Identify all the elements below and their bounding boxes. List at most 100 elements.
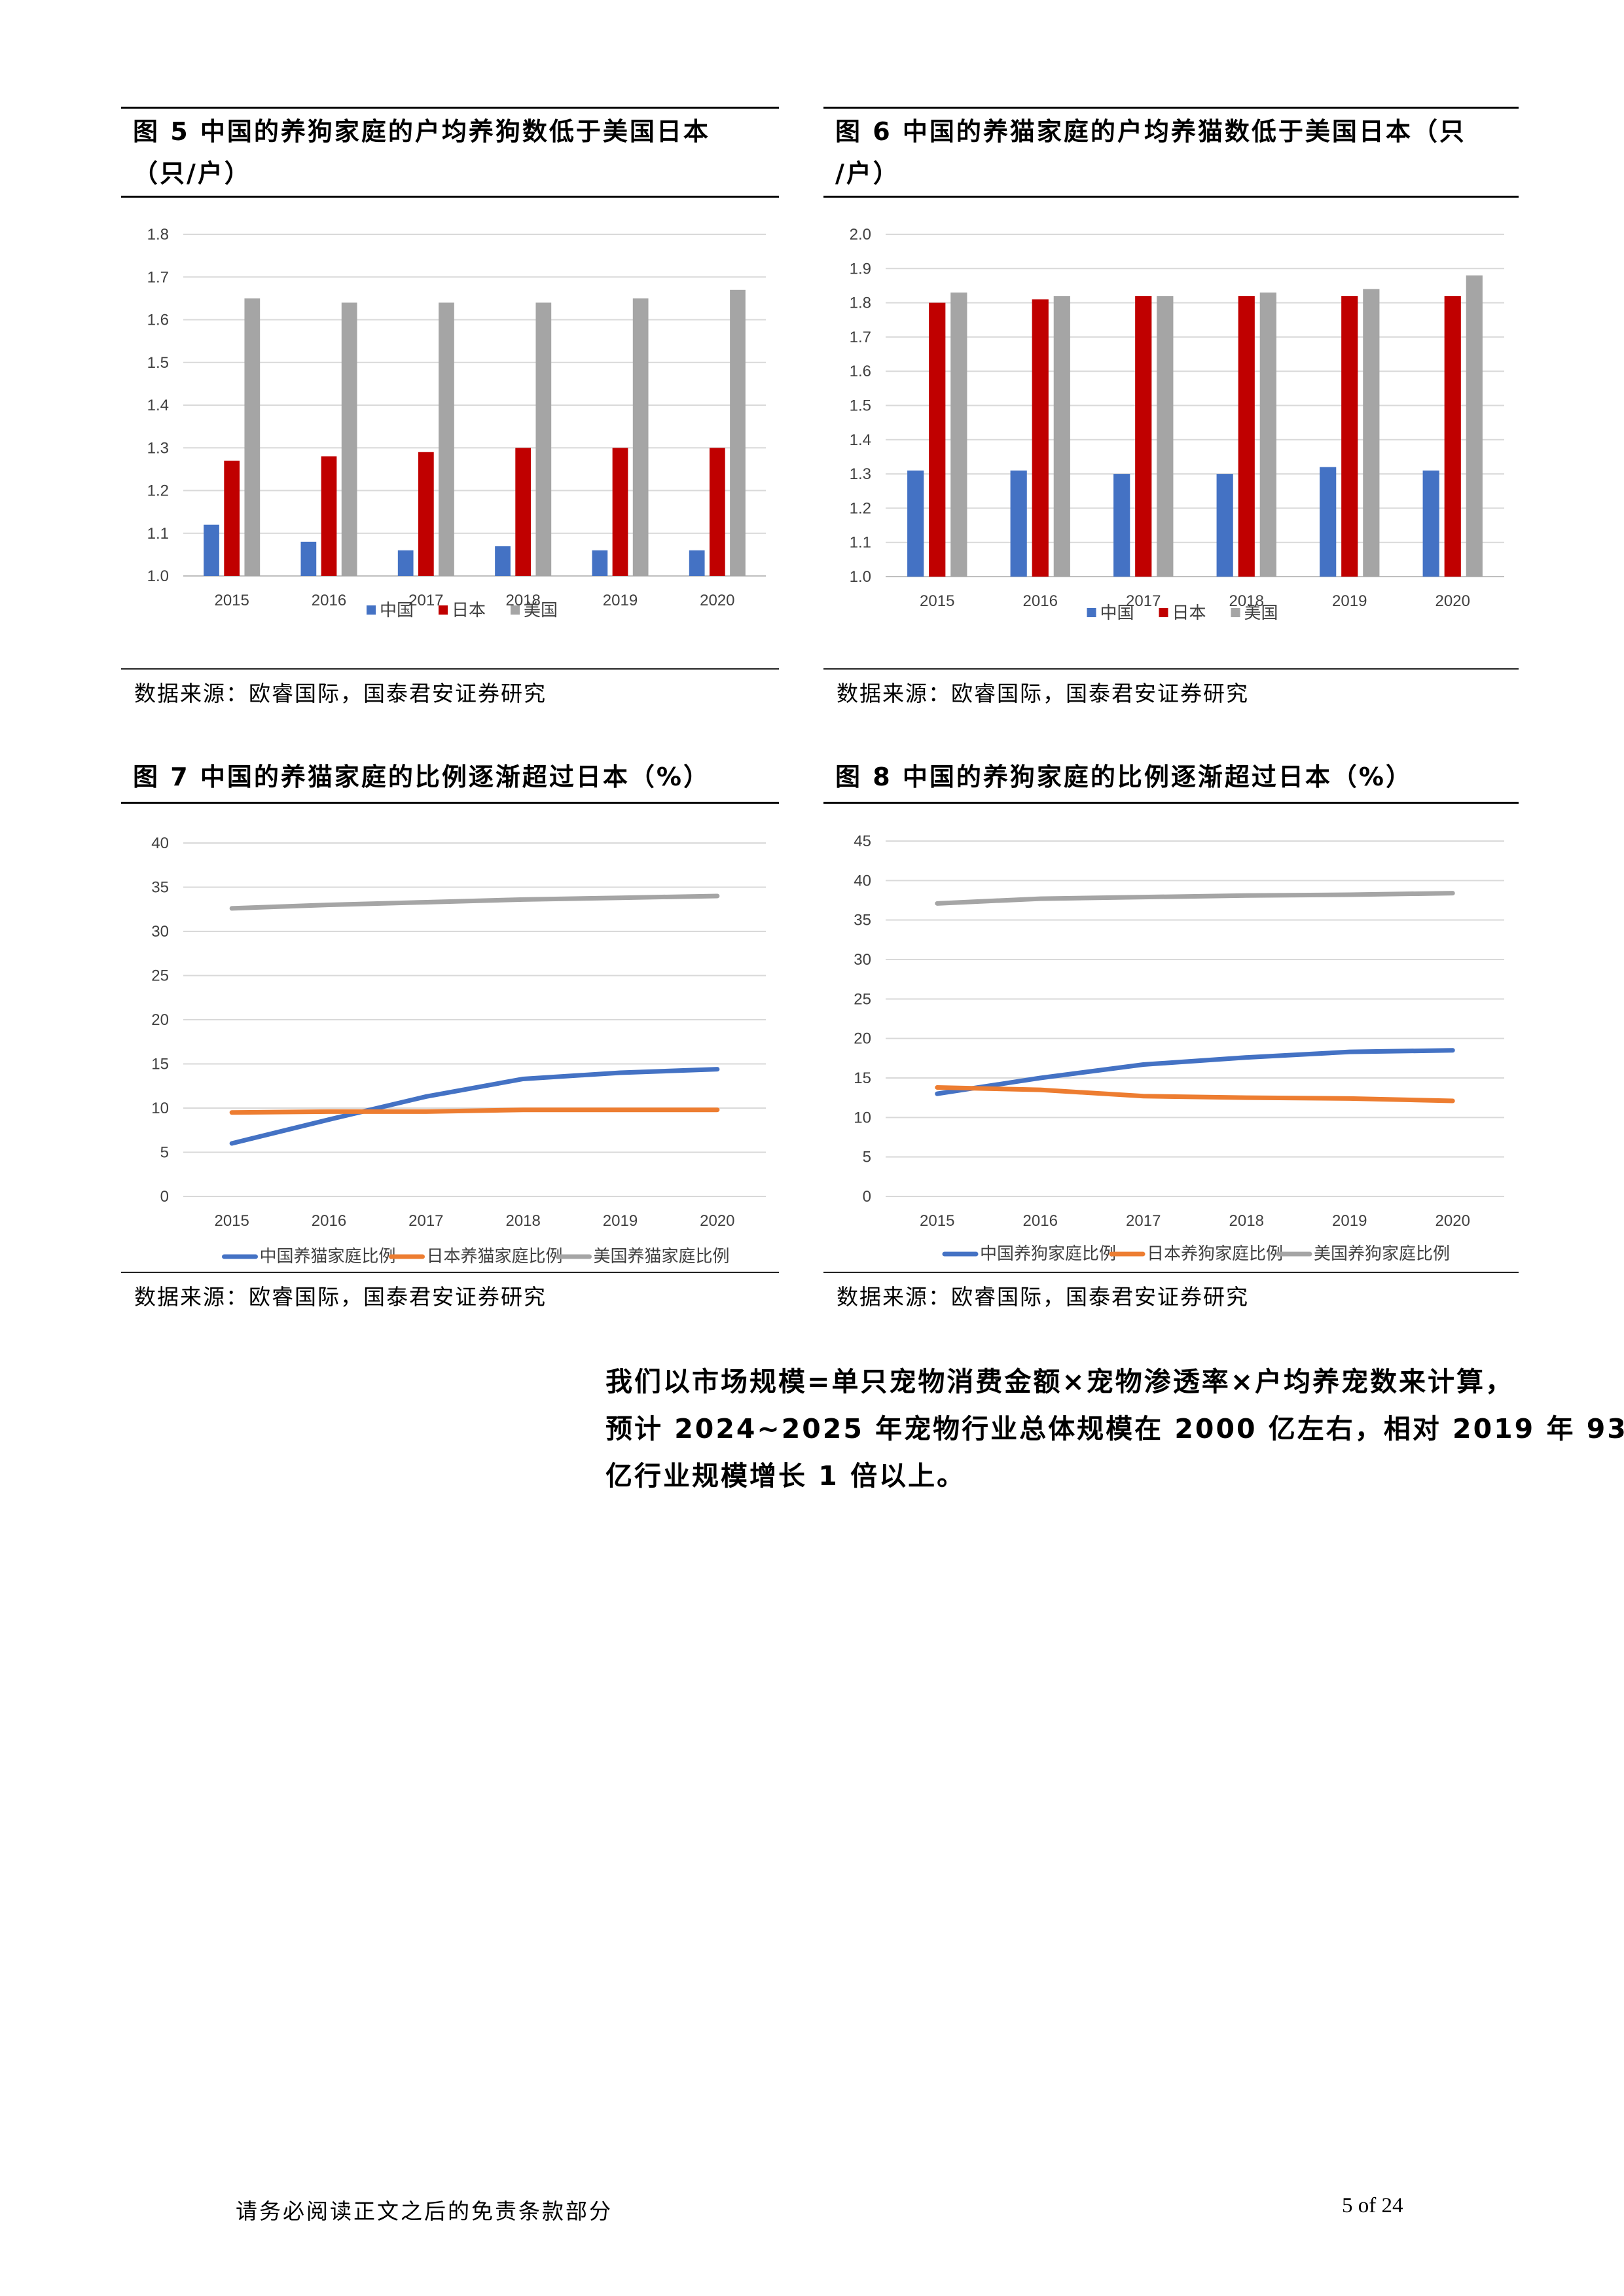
figure-title-line1: 图 8 中国的养狗家庭的比例逐渐超过日本（%）: [835, 762, 1413, 791]
legend-label: 日本: [1172, 603, 1206, 622]
y-tick-label: 1.1: [850, 534, 871, 552]
bar: [397, 550, 414, 576]
body-line-3: 亿行业规模增长 1 倍以上。: [605, 1460, 966, 1492]
legend-swatch: [367, 605, 376, 615]
y-tick-label: 30: [854, 951, 871, 969]
title-rule: [823, 196, 1519, 198]
bar: [730, 289, 746, 576]
bottom-rule: [823, 668, 1519, 670]
y-tick-label: 35: [151, 879, 169, 897]
x-tick-label: 2016: [312, 592, 346, 609]
x-tick-label: 2018: [1229, 1212, 1264, 1230]
bar: [204, 524, 219, 576]
bar: [224, 460, 240, 576]
legend-label: 美国: [524, 600, 558, 620]
x-tick-label: 2018: [1229, 592, 1264, 610]
y-tick-label: 1.0: [147, 567, 169, 585]
bar: [535, 302, 552, 576]
y-tick-label: 1.6: [147, 312, 169, 329]
bar: [515, 448, 532, 576]
data-source: 数据来源：欧睿国际，国泰君安证券研究: [134, 681, 547, 706]
y-tick-label: 1.8: [850, 295, 871, 312]
bar: [592, 550, 608, 576]
x-tick-label: 2018: [505, 1212, 540, 1230]
bar: [1238, 296, 1255, 577]
x-tick-label: 2017: [408, 592, 443, 609]
figure-title-line1: 图 6 中国的养猫家庭的户均养猫数低于美国日本（只: [835, 117, 1466, 146]
bar: [1216, 474, 1233, 577]
bar: [244, 298, 261, 576]
x-tick-label: 2020: [700, 1212, 734, 1230]
legend-label: 日本: [452, 600, 486, 620]
bar: [929, 302, 946, 577]
x-tick-label: 2015: [214, 1212, 249, 1230]
bar: [1444, 296, 1461, 577]
bar: [907, 470, 924, 577]
bottom-rule: [121, 668, 779, 670]
y-tick-label: 1.6: [850, 363, 871, 380]
bottom-rule: [121, 1272, 779, 1273]
figure-title-line2: （只/户）: [133, 159, 251, 188]
x-tick-label: 2019: [1332, 1212, 1367, 1230]
chart-fig6: 1.0 1.1 1.2 1.3 1.4 1.5 1.6 1.7 1.8 1.9 2.0 2015 201…: [850, 226, 1504, 622]
legend-label: 美国养狗家庭比例: [1314, 1244, 1450, 1263]
body-paragraph: 我们以市场规模=单只宠物消费金额×宠物渗透率×户均养宠数来计算， 预计 2024…: [605, 1358, 1624, 1499]
bar: [632, 298, 649, 576]
title-rule: [823, 802, 1519, 804]
x-tick-label: 2015: [920, 1212, 954, 1230]
y-tick-label: 15: [854, 1069, 871, 1087]
chart-fig8: 0 5 10 15 20 25 30 35 40 45 2015 2016 2017 2018 2019 20…: [854, 833, 1504, 1263]
title-rule: [121, 802, 779, 804]
page-number: 5 of 24: [1342, 2194, 1403, 2217]
bar: [439, 302, 454, 576]
y-tick-label: 25: [854, 990, 871, 1008]
y-tick-label: 1.7: [147, 268, 169, 286]
bar: [1010, 470, 1027, 577]
y-tick-label: 20: [151, 1011, 169, 1029]
y-tick-label: 1.4: [147, 397, 169, 414]
legend-label: 中国: [380, 600, 414, 620]
y-tick-label: 2.0: [850, 226, 871, 243]
top-rule: [823, 107, 1519, 109]
y-tick-label: 1.1: [147, 525, 169, 543]
bar: [300, 541, 317, 576]
bar: [689, 550, 705, 576]
top-rule: [121, 107, 779, 109]
y-tick-label: 10: [151, 1100, 169, 1117]
x-tick-label: 2015: [214, 592, 249, 609]
bar: [1422, 470, 1439, 577]
chart-fig5: 1.0 1.1 1.2 1.3 1.4 1.5 1.6 1.7 1.8 2015 2016 2017 2…: [147, 226, 766, 620]
figure-title: 图 6 中国的养猫家庭的户均养猫数低于美国日本（只 /户）: [823, 111, 1519, 194]
bar: [1320, 467, 1337, 577]
bar: [495, 546, 511, 576]
figure-title-line2: /户）: [835, 159, 900, 188]
x-tick-label: 2016: [1023, 592, 1058, 610]
bar: [1157, 296, 1174, 577]
x-tick-label: 2017: [1126, 1212, 1161, 1230]
series-line: [935, 1048, 1455, 1096]
figure-title-line1: 图 5 中国的养狗家庭的户均养狗数低于美国日本: [133, 117, 710, 146]
y-tick-label: 1.2: [850, 499, 871, 517]
x-tick-label: 2019: [603, 1212, 638, 1230]
figure-6-panel: 图 6 中国的养猫家庭的户均养猫数低于美国日本（只 /户） 1.0 1.1 1.2 1…: [823, 107, 1519, 715]
body-line-1: 我们以市场规模=单只宠物消费金额×宠物渗透率×户均养宠数来计算，: [605, 1366, 1515, 1397]
bar: [709, 448, 725, 576]
figure-8-panel: 图 8 中国的养狗家庭的比例逐渐超过日本（%） 0 5 10 15 20 25 30 35 40…: [823, 756, 1519, 1319]
bar: [612, 448, 628, 576]
figure-title: 图 5 中国的养狗家庭的户均养狗数低于美国日本 （只/户）: [121, 111, 779, 194]
bar: [341, 302, 357, 576]
y-tick-label: 1.0: [850, 568, 871, 586]
bar: [1135, 296, 1152, 577]
chart-fig7: 0 5 10 15 20 25 30 35 40 2015 2016 2017 2018 2019 2020…: [151, 834, 766, 1266]
x-tick-label: 2019: [603, 592, 638, 609]
bar: [1341, 296, 1358, 577]
series-line: [229, 893, 720, 911]
legend-swatch: [439, 605, 448, 615]
y-tick-label: 10: [854, 1109, 871, 1126]
y-tick-label: 30: [151, 923, 169, 941]
y-tick-label: 0: [160, 1188, 169, 1206]
series-line: [935, 1085, 1455, 1103]
figure-title-line1: 图 7 中国的养猫家庭的比例逐渐超过日本（%）: [133, 762, 710, 791]
y-tick-label: 40: [151, 834, 169, 852]
y-tick-label: 1.5: [850, 397, 871, 415]
